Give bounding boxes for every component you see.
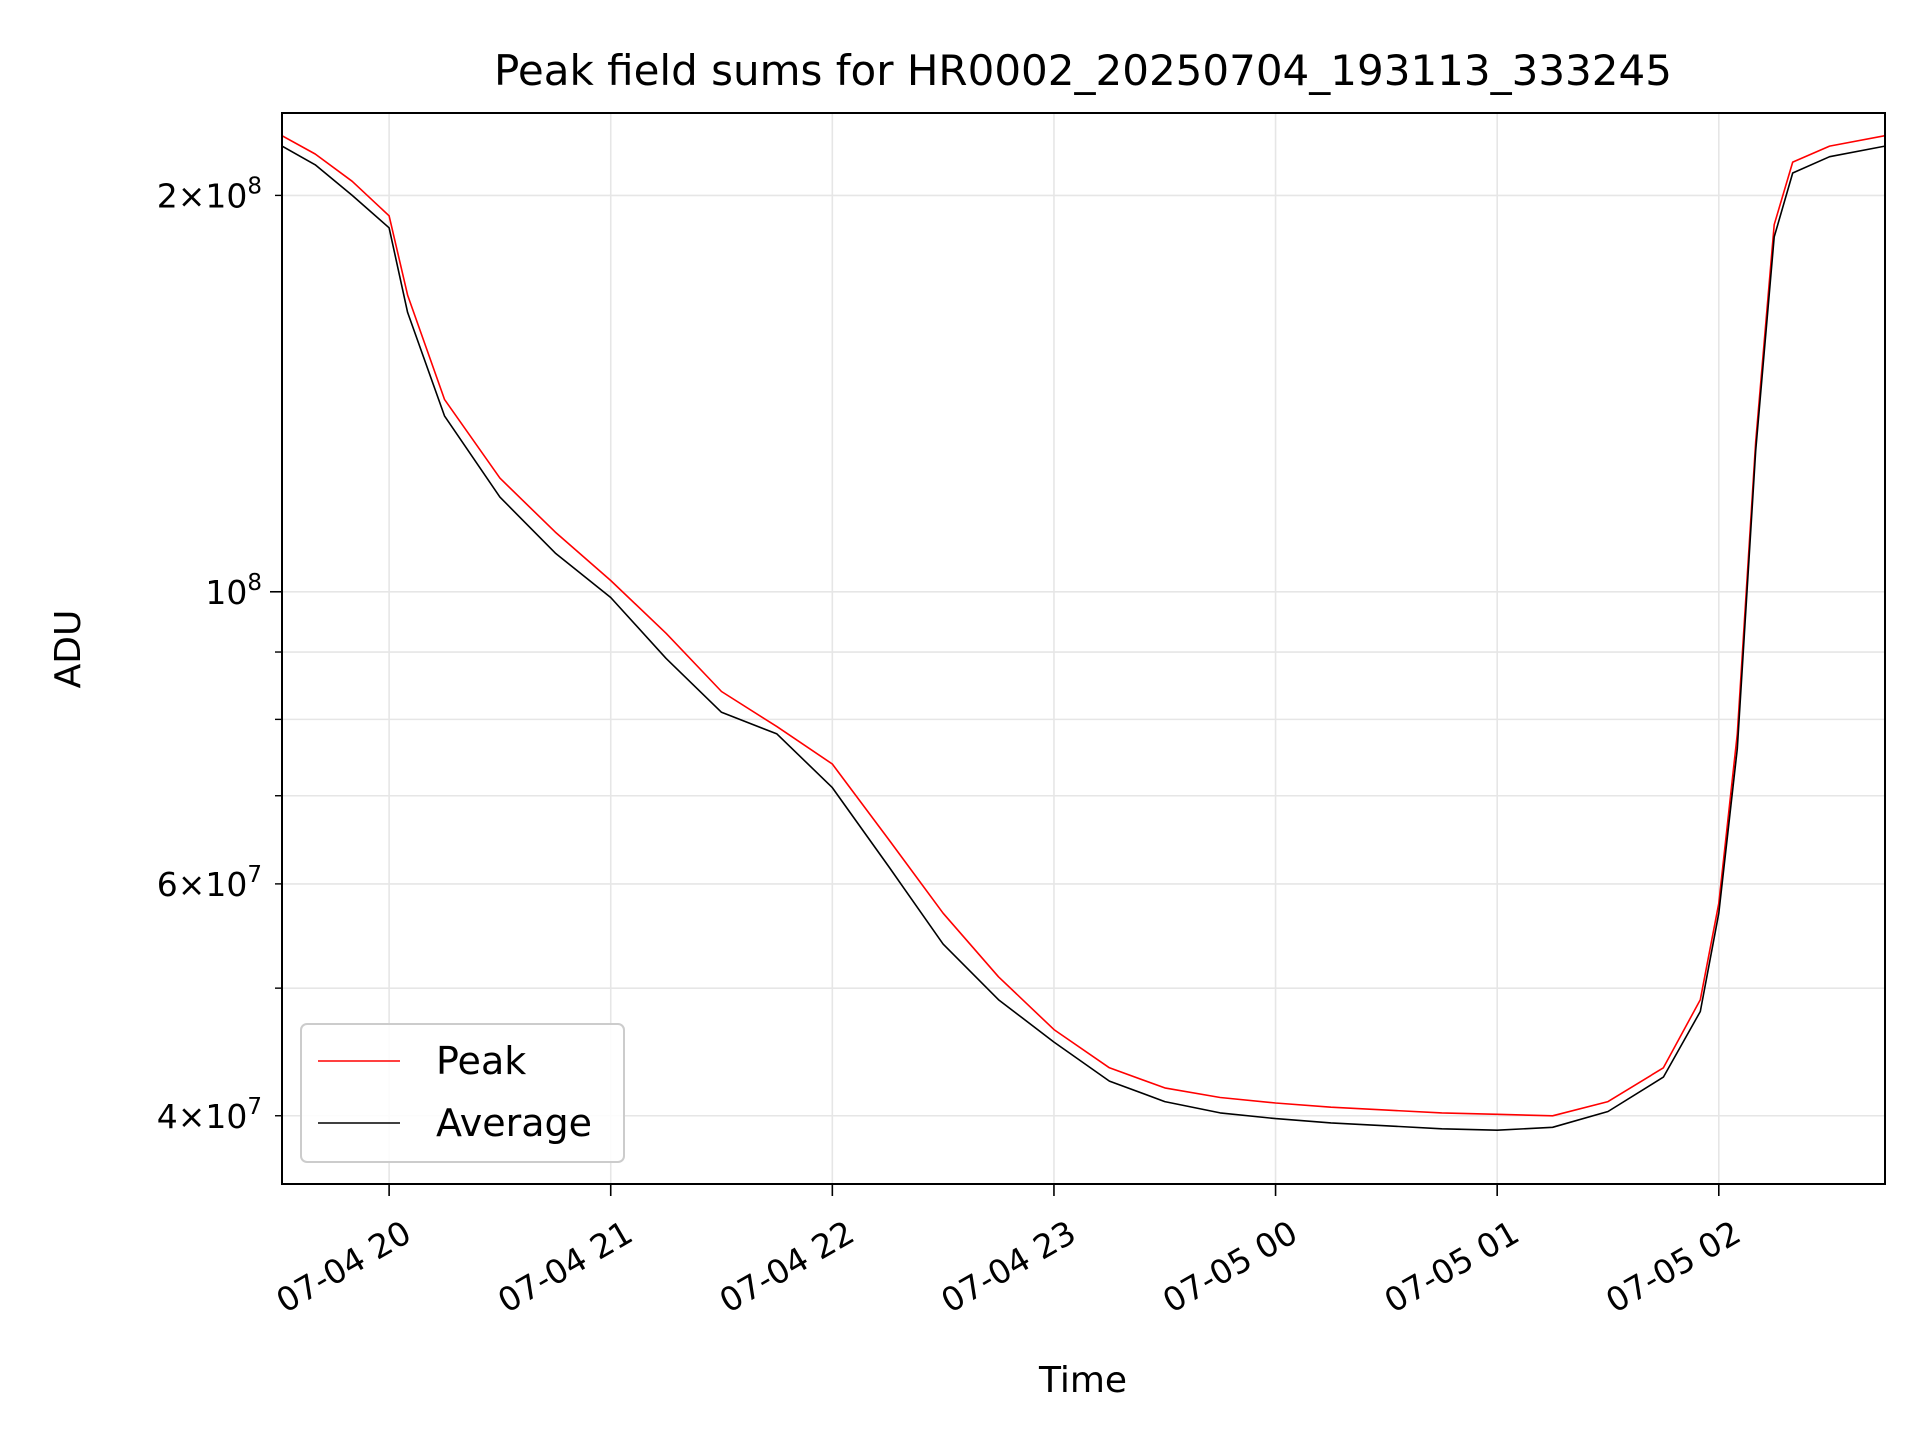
legend-box <box>300 1023 625 1163</box>
x-axis-label: Time <box>1038 1360 1127 1401</box>
y-tick-label: 6×107 <box>157 862 262 904</box>
y-tick-label: 2×108 <box>157 173 262 215</box>
y-axis-label: ADU <box>48 610 89 689</box>
series-average-line <box>282 145 1885 1131</box>
chart-title: Peak field sums for HR0002_20250704_1931… <box>494 46 1672 95</box>
y-tick-label: 4×107 <box>157 1094 262 1136</box>
x-tick-label: 07-05 01 <box>1378 1213 1526 1321</box>
x-tick-label: 07-05 02 <box>1599 1213 1747 1321</box>
legend-average-label: Average <box>436 1101 592 1145</box>
x-axis: 07-04 20 07-04 21 07-04 22 07-04 23 07-05 00… <box>270 1184 1747 1321</box>
series-peak-line <box>282 134 1885 1117</box>
legend-peak-label: Peak <box>436 1039 526 1083</box>
plot-frame <box>281 112 1886 1185</box>
x-tick-label: 07-04 21 <box>491 1213 639 1321</box>
y-axis: 108 2×108 6×107 4×107 <box>157 173 282 1136</box>
x-tick-label: 07-05 00 <box>1156 1213 1304 1321</box>
series-layer <box>282 134 1885 1131</box>
x-tick-label: 07-04 22 <box>713 1213 861 1321</box>
x-tick-label: 07-04 20 <box>270 1213 418 1321</box>
x-tick-label: 07-04 23 <box>934 1213 1082 1321</box>
y-tick-label: 108 <box>205 570 262 612</box>
legend: Peak Average <box>300 1023 625 1163</box>
